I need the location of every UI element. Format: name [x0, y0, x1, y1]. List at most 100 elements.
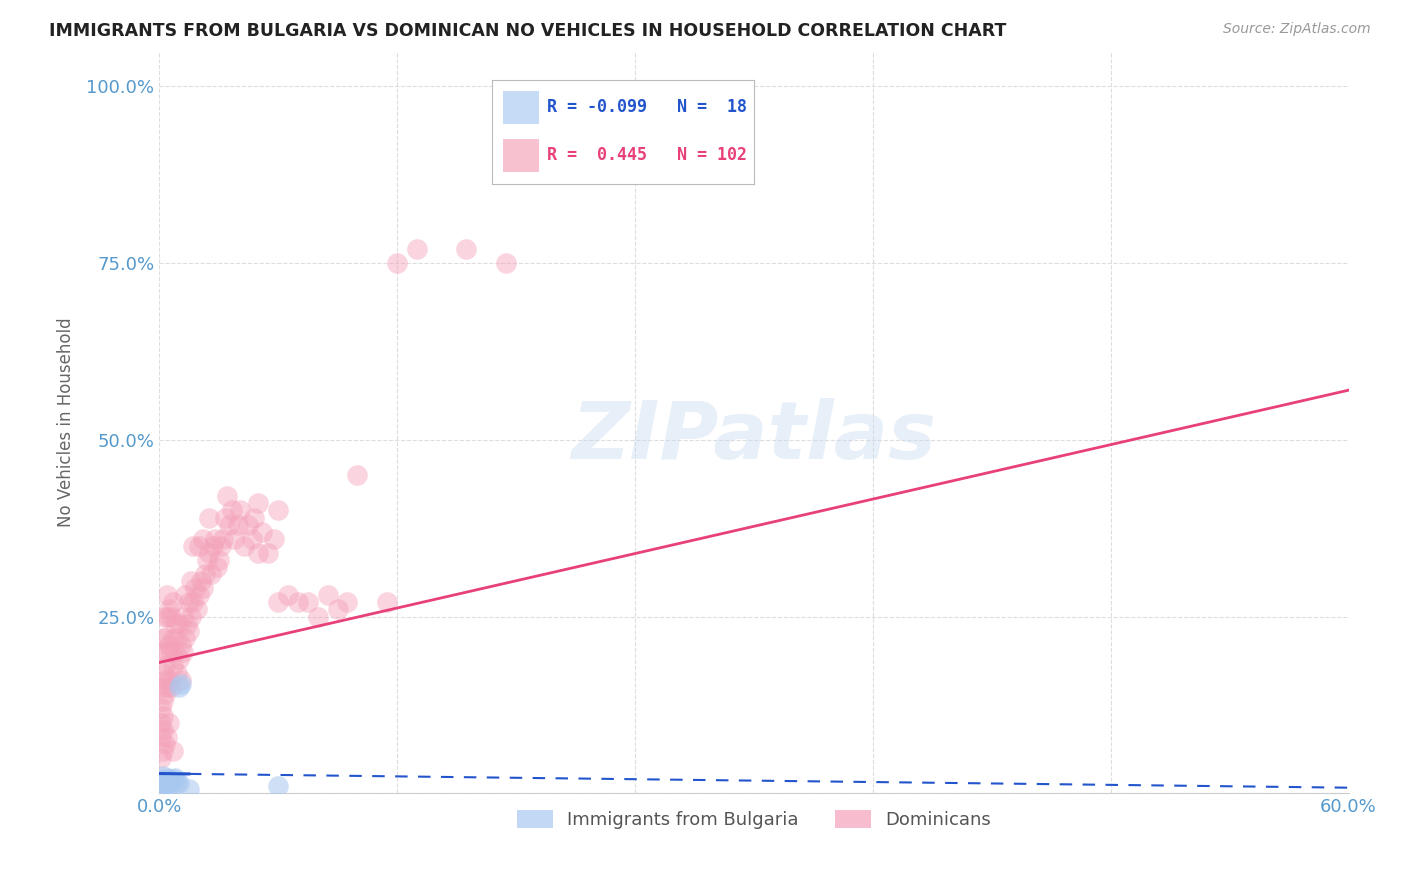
Point: [156, 730, 179, 744]
Point: [157, 715, 180, 730]
Point: [191, 581, 214, 595]
Point: [174, 631, 197, 645]
Point: [152, 694, 174, 708]
Point: [190, 574, 212, 589]
Point: [205, 560, 228, 574]
Point: [166, 666, 188, 681]
Point: [162, 595, 184, 609]
Point: [240, 532, 263, 546]
Point: [229, 503, 252, 517]
Point: [495, 256, 517, 270]
Point: [287, 595, 309, 609]
Point: [209, 539, 232, 553]
Point: [172, 645, 194, 659]
Point: [263, 532, 285, 546]
Point: [456, 242, 478, 256]
Point: [153, 659, 176, 673]
Point: [153, 673, 176, 688]
Point: [153, 609, 176, 624]
Point: [152, 776, 174, 790]
Point: [194, 567, 217, 582]
Point: [152, 708, 174, 723]
Text: ZIPatlas: ZIPatlas: [571, 398, 936, 475]
Point: [207, 553, 229, 567]
Text: IMMIGRANTS FROM BULGARIA VS DOMINICAN NO VEHICLES IN HOUSEHOLD CORRELATION CHART: IMMIGRANTS FROM BULGARIA VS DOMINICAN NO…: [49, 22, 1007, 40]
Point: [167, 776, 190, 790]
Point: [214, 510, 236, 524]
Point: [267, 779, 290, 793]
Point: [162, 772, 184, 787]
Point: [177, 782, 200, 797]
Point: [163, 645, 186, 659]
Point: [267, 503, 290, 517]
Point: [233, 539, 256, 553]
Point: [170, 673, 193, 688]
Point: [167, 680, 190, 694]
Point: [150, 730, 173, 744]
Point: [152, 769, 174, 783]
Point: [167, 652, 190, 666]
Point: [160, 609, 183, 624]
Point: [152, 645, 174, 659]
Point: [172, 609, 194, 624]
Point: [160, 773, 183, 788]
Point: [200, 567, 222, 582]
Point: [297, 595, 319, 609]
Point: [156, 645, 179, 659]
Point: [252, 524, 274, 539]
Point: [201, 539, 224, 553]
Point: [156, 680, 179, 694]
Point: [152, 666, 174, 681]
Legend: Immigrants from Bulgaria, Dominicans: Immigrants from Bulgaria, Dominicans: [509, 803, 998, 837]
Point: [152, 631, 174, 645]
Point: [277, 588, 299, 602]
Point: [187, 539, 209, 553]
Point: [153, 687, 176, 701]
Point: [238, 517, 260, 532]
Point: [152, 680, 174, 694]
Point: [153, 779, 176, 793]
Point: [184, 581, 207, 595]
Point: [405, 242, 427, 256]
Point: [166, 631, 188, 645]
Point: [191, 532, 214, 546]
Point: [221, 503, 243, 517]
Point: [153, 631, 176, 645]
Point: [243, 510, 266, 524]
Point: [176, 616, 198, 631]
Point: [166, 775, 188, 789]
Point: [150, 751, 173, 765]
Point: [163, 616, 186, 631]
Point: [150, 701, 173, 715]
Point: [152, 723, 174, 737]
Point: [177, 624, 200, 638]
Point: [211, 532, 233, 546]
Point: [197, 546, 219, 560]
Point: [307, 609, 329, 624]
Point: [247, 496, 270, 510]
Point: [157, 780, 180, 795]
Point: [162, 659, 184, 673]
Point: [316, 588, 339, 602]
Point: [152, 744, 174, 758]
Point: [385, 256, 408, 270]
Point: [375, 595, 398, 609]
Point: [170, 676, 193, 690]
Point: [197, 510, 219, 524]
Point: [156, 771, 179, 785]
Point: [218, 517, 240, 532]
Point: [162, 631, 184, 645]
Point: [157, 602, 180, 616]
Point: [346, 468, 368, 483]
Point: [156, 778, 179, 792]
Point: [336, 595, 359, 609]
Point: [157, 673, 180, 688]
Point: [181, 595, 204, 609]
Point: [156, 588, 179, 602]
Point: [180, 574, 202, 589]
Point: [163, 771, 186, 785]
Point: [160, 680, 183, 694]
Point: [153, 737, 176, 751]
Point: [247, 546, 270, 560]
Point: [167, 616, 190, 631]
